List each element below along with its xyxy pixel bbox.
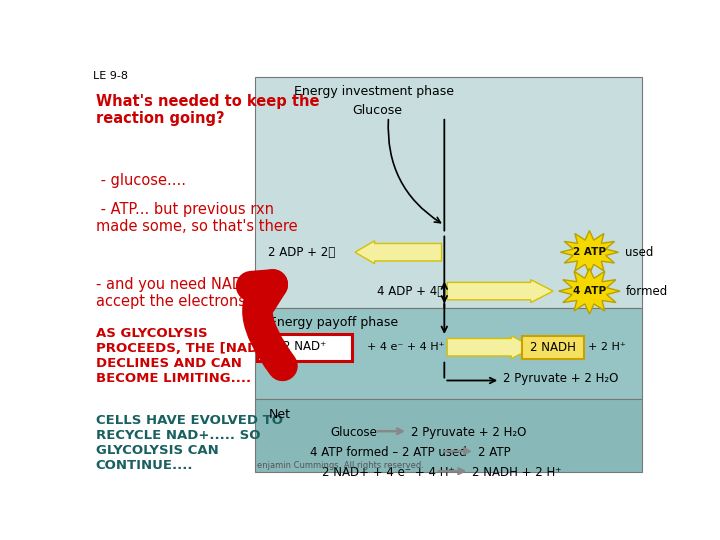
Text: 2 ATP: 2 ATP xyxy=(573,247,606,257)
Bar xyxy=(258,334,352,361)
Text: Glucose: Glucose xyxy=(352,104,402,117)
Bar xyxy=(255,399,642,472)
Text: 2 NAD+ + 4 e⁻ + 4 H⁺: 2 NAD+ + 4 e⁻ + 4 H⁺ xyxy=(322,466,454,479)
Text: 2 Pyruvate + 2 H₂O: 2 Pyruvate + 2 H₂O xyxy=(411,426,526,439)
FancyArrow shape xyxy=(355,241,441,264)
Text: 2 ATP: 2 ATP xyxy=(478,446,510,459)
Bar xyxy=(523,335,584,359)
Polygon shape xyxy=(560,231,618,274)
Text: - glucose....: - glucose.... xyxy=(96,173,186,188)
Text: Energy investment phase: Energy investment phase xyxy=(294,85,454,98)
Text: 2 NADH + 2 H⁺: 2 NADH + 2 H⁺ xyxy=(472,466,562,479)
Text: - and you need NAD to
accept the electrons....: - and you need NAD to accept the electro… xyxy=(96,277,264,309)
Text: enjamin Cummings. All rights reserved.: enjamin Cummings. All rights reserved. xyxy=(258,461,424,470)
Text: Energy payoff phase: Energy payoff phase xyxy=(269,316,397,329)
Text: - ATP... but previous rxn
made some, so that's there: - ATP... but previous rxn made some, so … xyxy=(96,202,297,234)
Text: used: used xyxy=(624,246,653,259)
Text: What's needed to keep the
reaction going?: What's needed to keep the reaction going… xyxy=(96,94,319,126)
Text: 4 ATP formed – 2 ATP used: 4 ATP formed – 2 ATP used xyxy=(310,446,467,459)
Bar xyxy=(255,77,642,308)
FancyArrow shape xyxy=(447,280,553,302)
Text: 4 ADP + 4Ⓟ: 4 ADP + 4Ⓟ xyxy=(377,285,444,298)
Text: 2 Pyruvate + 2 H₂O: 2 Pyruvate + 2 H₂O xyxy=(503,372,618,385)
Text: 4 ATP: 4 ATP xyxy=(573,286,606,296)
Polygon shape xyxy=(559,268,620,314)
Text: 2 ADP + 2Ⓟ: 2 ADP + 2Ⓟ xyxy=(269,246,336,259)
Text: CELLS HAVE EVOLVED TO
RECYCLE NAD+..... SO
GLYCOLYSIS CAN
CONTINUE....: CELLS HAVE EVOLVED TO RECYCLE NAD+..... … xyxy=(96,414,282,472)
Text: 2 NADH: 2 NADH xyxy=(530,341,576,354)
Text: LE 9-8: LE 9-8 xyxy=(93,71,127,81)
Bar xyxy=(255,308,642,399)
Text: AS GLYCOLYSIS
PROCEEDS, THE [NAD+]
DECLINES AND CAN
BECOME LIMITING....: AS GLYCOLYSIS PROCEEDS, THE [NAD+] DECLI… xyxy=(96,327,275,385)
Text: + 2 H⁺: + 2 H⁺ xyxy=(588,342,626,352)
FancyArrow shape xyxy=(447,336,534,359)
Text: Net: Net xyxy=(269,408,291,421)
Text: + 4 e⁻ + 4 H⁺: + 4 e⁻ + 4 H⁺ xyxy=(366,342,444,352)
Text: 2 NAD⁺: 2 NAD⁺ xyxy=(283,340,326,353)
Text: Glucose: Glucose xyxy=(330,426,377,439)
Text: formed: formed xyxy=(626,285,668,298)
